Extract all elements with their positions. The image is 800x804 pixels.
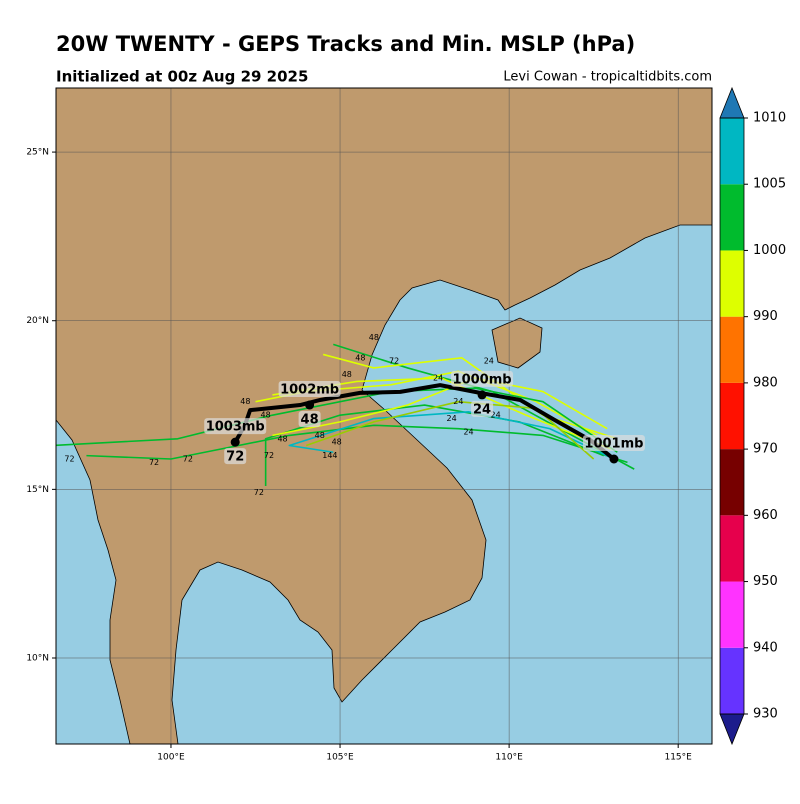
- y-tick-label: 10°N: [26, 653, 49, 663]
- colorbar-segment: [720, 382, 744, 450]
- hour-label: 72: [64, 455, 74, 464]
- x-tick-label: 115°E: [664, 753, 692, 763]
- colorbar-label: 940: [753, 640, 778, 655]
- track-point: [230, 437, 240, 447]
- colorbar-segment: [720, 647, 744, 714]
- land: [56, 88, 712, 744]
- pressure-label: 1001mb: [584, 437, 643, 452]
- hour-label: 72: [254, 488, 264, 497]
- hour-label-main: 24: [473, 402, 491, 417]
- colorbar-segment: [720, 118, 744, 185]
- hour-label: 48: [355, 353, 365, 362]
- ensemble-track: [86, 424, 628, 464]
- hour-label: 24: [433, 374, 443, 383]
- ensemble-track: [288, 410, 615, 460]
- colorbar-label: 1010: [753, 111, 786, 126]
- pressure-label: 1003mb: [206, 420, 265, 435]
- hour-label: 72: [264, 451, 274, 460]
- colorbar-segment: [720, 449, 744, 516]
- label-box: [471, 400, 494, 417]
- colorbar-frame: [719, 117, 745, 715]
- track-point: [609, 454, 619, 464]
- label-box: [278, 381, 341, 398]
- colorbar-segment: [720, 250, 744, 317]
- hour-label: 72: [389, 357, 399, 366]
- colorbar-label: 970: [753, 442, 778, 457]
- colorbar-label: 990: [753, 309, 778, 324]
- hour-label: 72: [183, 455, 193, 464]
- label-box: [582, 435, 645, 452]
- hour-label: 24: [453, 397, 463, 406]
- colorbar-label: 960: [753, 508, 778, 523]
- hour-label: 48: [261, 411, 271, 420]
- mean-track: [233, 383, 616, 461]
- hour-label: 72: [149, 458, 159, 467]
- label-box: [451, 370, 514, 387]
- label-box: [224, 448, 247, 465]
- y-tick-label: 25°N: [26, 148, 49, 158]
- hour-label: 48: [369, 333, 379, 342]
- hour-label: 24: [463, 428, 473, 437]
- pressure-label: 1002mb: [280, 383, 339, 398]
- colorbar-label: 980: [753, 375, 778, 390]
- hainan: [491, 317, 543, 369]
- title: 20W TWENTY - GEPS Tracks and Min. MSLP (…: [56, 32, 635, 56]
- hour-label: 24: [490, 411, 500, 420]
- colorbar-label: 1000: [753, 243, 786, 258]
- x-tick-label: 110°E: [495, 753, 523, 763]
- subtitle: Initialized at 00z Aug 29 2025: [56, 68, 308, 86]
- colorbar-under: [719, 713, 745, 746]
- hour-label: 48: [277, 434, 287, 443]
- hour-label-main: 48: [301, 413, 319, 428]
- colorbar-over: [719, 86, 745, 119]
- label-box: [298, 411, 321, 428]
- map-frame: [55, 87, 713, 745]
- label-box: [204, 418, 267, 435]
- hour-label-main: 72: [226, 450, 244, 465]
- colorbar-segment: [720, 581, 744, 648]
- colorbar-label: 950: [753, 574, 778, 589]
- ensemble-track: [272, 377, 608, 437]
- colorbar-segment: [720, 316, 744, 383]
- colorbar-label: 930: [753, 707, 778, 722]
- ensemble-track: [322, 353, 618, 440]
- y-tick-label: 15°N: [26, 485, 49, 495]
- colorbar-segment: [720, 184, 744, 251]
- hour-label: 48: [342, 370, 352, 379]
- map-area: 2424242424244848484848484848727272727272…: [56, 88, 712, 744]
- hour-label: 48: [332, 438, 342, 447]
- colorbar-segment: [720, 515, 744, 582]
- track-point: [305, 400, 315, 410]
- x-tick-label: 100°E: [157, 753, 185, 763]
- hour-label: 48: [315, 431, 325, 440]
- credit: Levi Cowan - tropicaltidbits.com: [503, 70, 712, 85]
- ensemble-track: [264, 404, 605, 486]
- x-tick-label: 105°E: [326, 753, 354, 763]
- hour-label: 24: [447, 414, 457, 423]
- hour-label: 24: [484, 357, 494, 366]
- hour-label: 144: [322, 451, 337, 460]
- track-point: [477, 390, 487, 400]
- y-tick-label: 20°N: [26, 316, 49, 326]
- pressure-label: 1000mb: [453, 372, 512, 387]
- hour-label: 48: [240, 397, 250, 406]
- colorbar-label: 1005: [753, 177, 786, 192]
- ensemble-track: [305, 400, 595, 460]
